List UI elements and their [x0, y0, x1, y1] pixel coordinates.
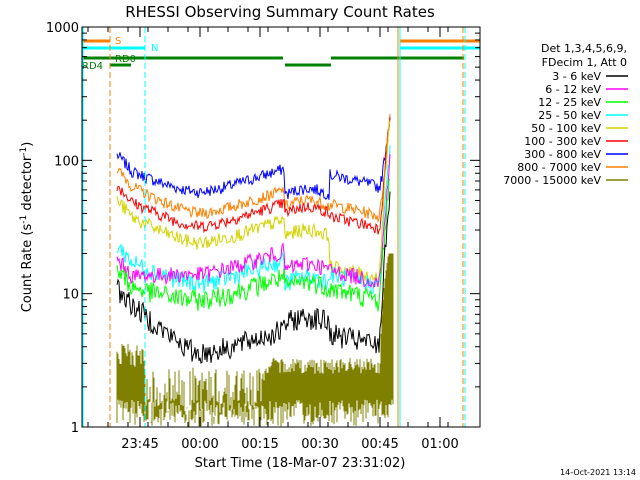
series-line-0 [116, 191, 391, 364]
legend-entry-label: 300 - 800 keV [524, 148, 601, 161]
legend-entry-label: 12 - 25 keV [538, 96, 601, 109]
chart-title: RHESSI Observing Summary Count Rates [125, 3, 435, 21]
series-line-2 [116, 178, 391, 312]
y-axis-label: Count Rate (s-1 detector-1) [19, 142, 35, 313]
flag-label: N [151, 43, 158, 54]
x-tick-label: 23:45 [121, 437, 158, 452]
plot-frame [81, 26, 481, 428]
series-group [116, 114, 394, 427]
series-line-6 [116, 116, 391, 200]
legend-entry-label: 100 - 300 keV [524, 135, 601, 148]
x-axis-label: Start Time (18-Mar-07 23:31:02) [195, 456, 406, 471]
flag-label: S [115, 36, 121, 47]
x-tick-label: 00:30 [301, 437, 338, 452]
flag-label: RD4 [82, 61, 103, 72]
y-tick-label: 1 [71, 421, 79, 436]
timestamp: 14-Oct-2021 13:14 [560, 468, 636, 477]
legend-entry-label: 25 - 50 keV [538, 109, 601, 122]
legend-entry-label: 800 - 7000 keV [517, 161, 601, 174]
x-tick-label: 01:00 [421, 437, 458, 452]
x-tick-label: 00:15 [241, 437, 278, 452]
y-tick-label: 100 [54, 154, 79, 169]
x-axis: 23:45 00:00 00:15 00:30 00:45 01:00 [87, 27, 459, 452]
x-tick-label: 00:00 [181, 437, 218, 452]
series-line-1 [116, 154, 391, 289]
legend-entry-label: 6 - 12 keV [545, 83, 601, 96]
legend-entry-label: 50 - 100 keV [531, 122, 601, 135]
y-axis: 1 10 100 1000 [46, 21, 480, 436]
legend-entry-label: 7000 - 15000 keV [503, 174, 601, 187]
x-tick-label: 00:45 [361, 437, 398, 452]
legend-header: FDecim 1, Att 0 [542, 56, 627, 69]
y-tick-label: 1000 [46, 21, 79, 36]
legend: Det 1,3,4,5,6,9,FDecim 1, Att 03 - 6 keV… [503, 42, 628, 187]
series-line-5 [116, 117, 391, 235]
series-line-7 [116, 114, 391, 224]
y-tick-label: 10 [62, 288, 79, 303]
flag-label: RD0 [115, 54, 136, 65]
legend-header: Det 1,3,4,5,6,9, [541, 42, 627, 55]
series-line-8 [116, 253, 394, 427]
event-lines [82, 27, 466, 427]
legend-entry-label: 3 - 6 keV [552, 70, 601, 83]
